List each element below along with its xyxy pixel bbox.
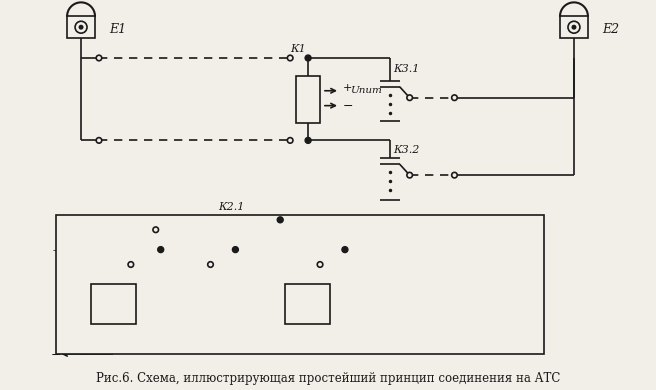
Text: К1.1: К1.1: [116, 239, 142, 250]
Bar: [91, 284, 136, 324]
Circle shape: [318, 262, 323, 267]
Text: E2: E2: [602, 23, 619, 36]
Text: +: +: [51, 245, 62, 258]
Circle shape: [287, 55, 293, 61]
Text: К2: К2: [141, 292, 157, 302]
Circle shape: [568, 21, 580, 33]
Bar: [56, 215, 544, 354]
Text: Uпит: Uпит: [350, 86, 382, 95]
Text: К3.2: К3.2: [393, 145, 419, 155]
Text: E1: E1: [109, 23, 126, 36]
Circle shape: [571, 25, 577, 30]
Circle shape: [232, 246, 238, 253]
Bar: [296, 76, 320, 122]
Text: Рис.6. Схема, иллюстрирующая простейший принцип соединения на АТС: Рис.6. Схема, иллюстрирующая простейший …: [96, 372, 560, 385]
Circle shape: [452, 95, 457, 101]
Text: К2.1: К2.1: [218, 202, 245, 212]
Bar: [67, 16, 95, 38]
Text: К3: К3: [335, 292, 351, 302]
Circle shape: [407, 95, 413, 101]
Circle shape: [342, 246, 348, 253]
Text: Uпит: Uпит: [56, 292, 91, 302]
Circle shape: [208, 262, 213, 267]
Circle shape: [153, 227, 159, 232]
Text: К1: К1: [290, 44, 306, 54]
Circle shape: [277, 217, 283, 223]
Bar: [285, 284, 330, 324]
Circle shape: [407, 172, 413, 178]
Circle shape: [96, 55, 102, 61]
Text: К2.2: К2.2: [191, 239, 217, 250]
Circle shape: [96, 138, 102, 143]
Text: −: −: [51, 349, 62, 362]
Text: К3.3: К3.3: [295, 239, 321, 250]
Circle shape: [79, 25, 83, 30]
Text: +: +: [343, 83, 352, 93]
Circle shape: [305, 55, 311, 61]
Circle shape: [305, 137, 311, 144]
Circle shape: [128, 262, 134, 267]
Bar: [560, 16, 588, 38]
Text: −: −: [343, 100, 354, 113]
Circle shape: [287, 138, 293, 143]
Circle shape: [75, 21, 87, 33]
Text: К1.2: К1.2: [66, 264, 92, 273]
Text: К3.4: К3.4: [385, 239, 411, 250]
Circle shape: [452, 172, 457, 178]
Circle shape: [157, 246, 164, 253]
Text: К3.1: К3.1: [393, 64, 419, 74]
